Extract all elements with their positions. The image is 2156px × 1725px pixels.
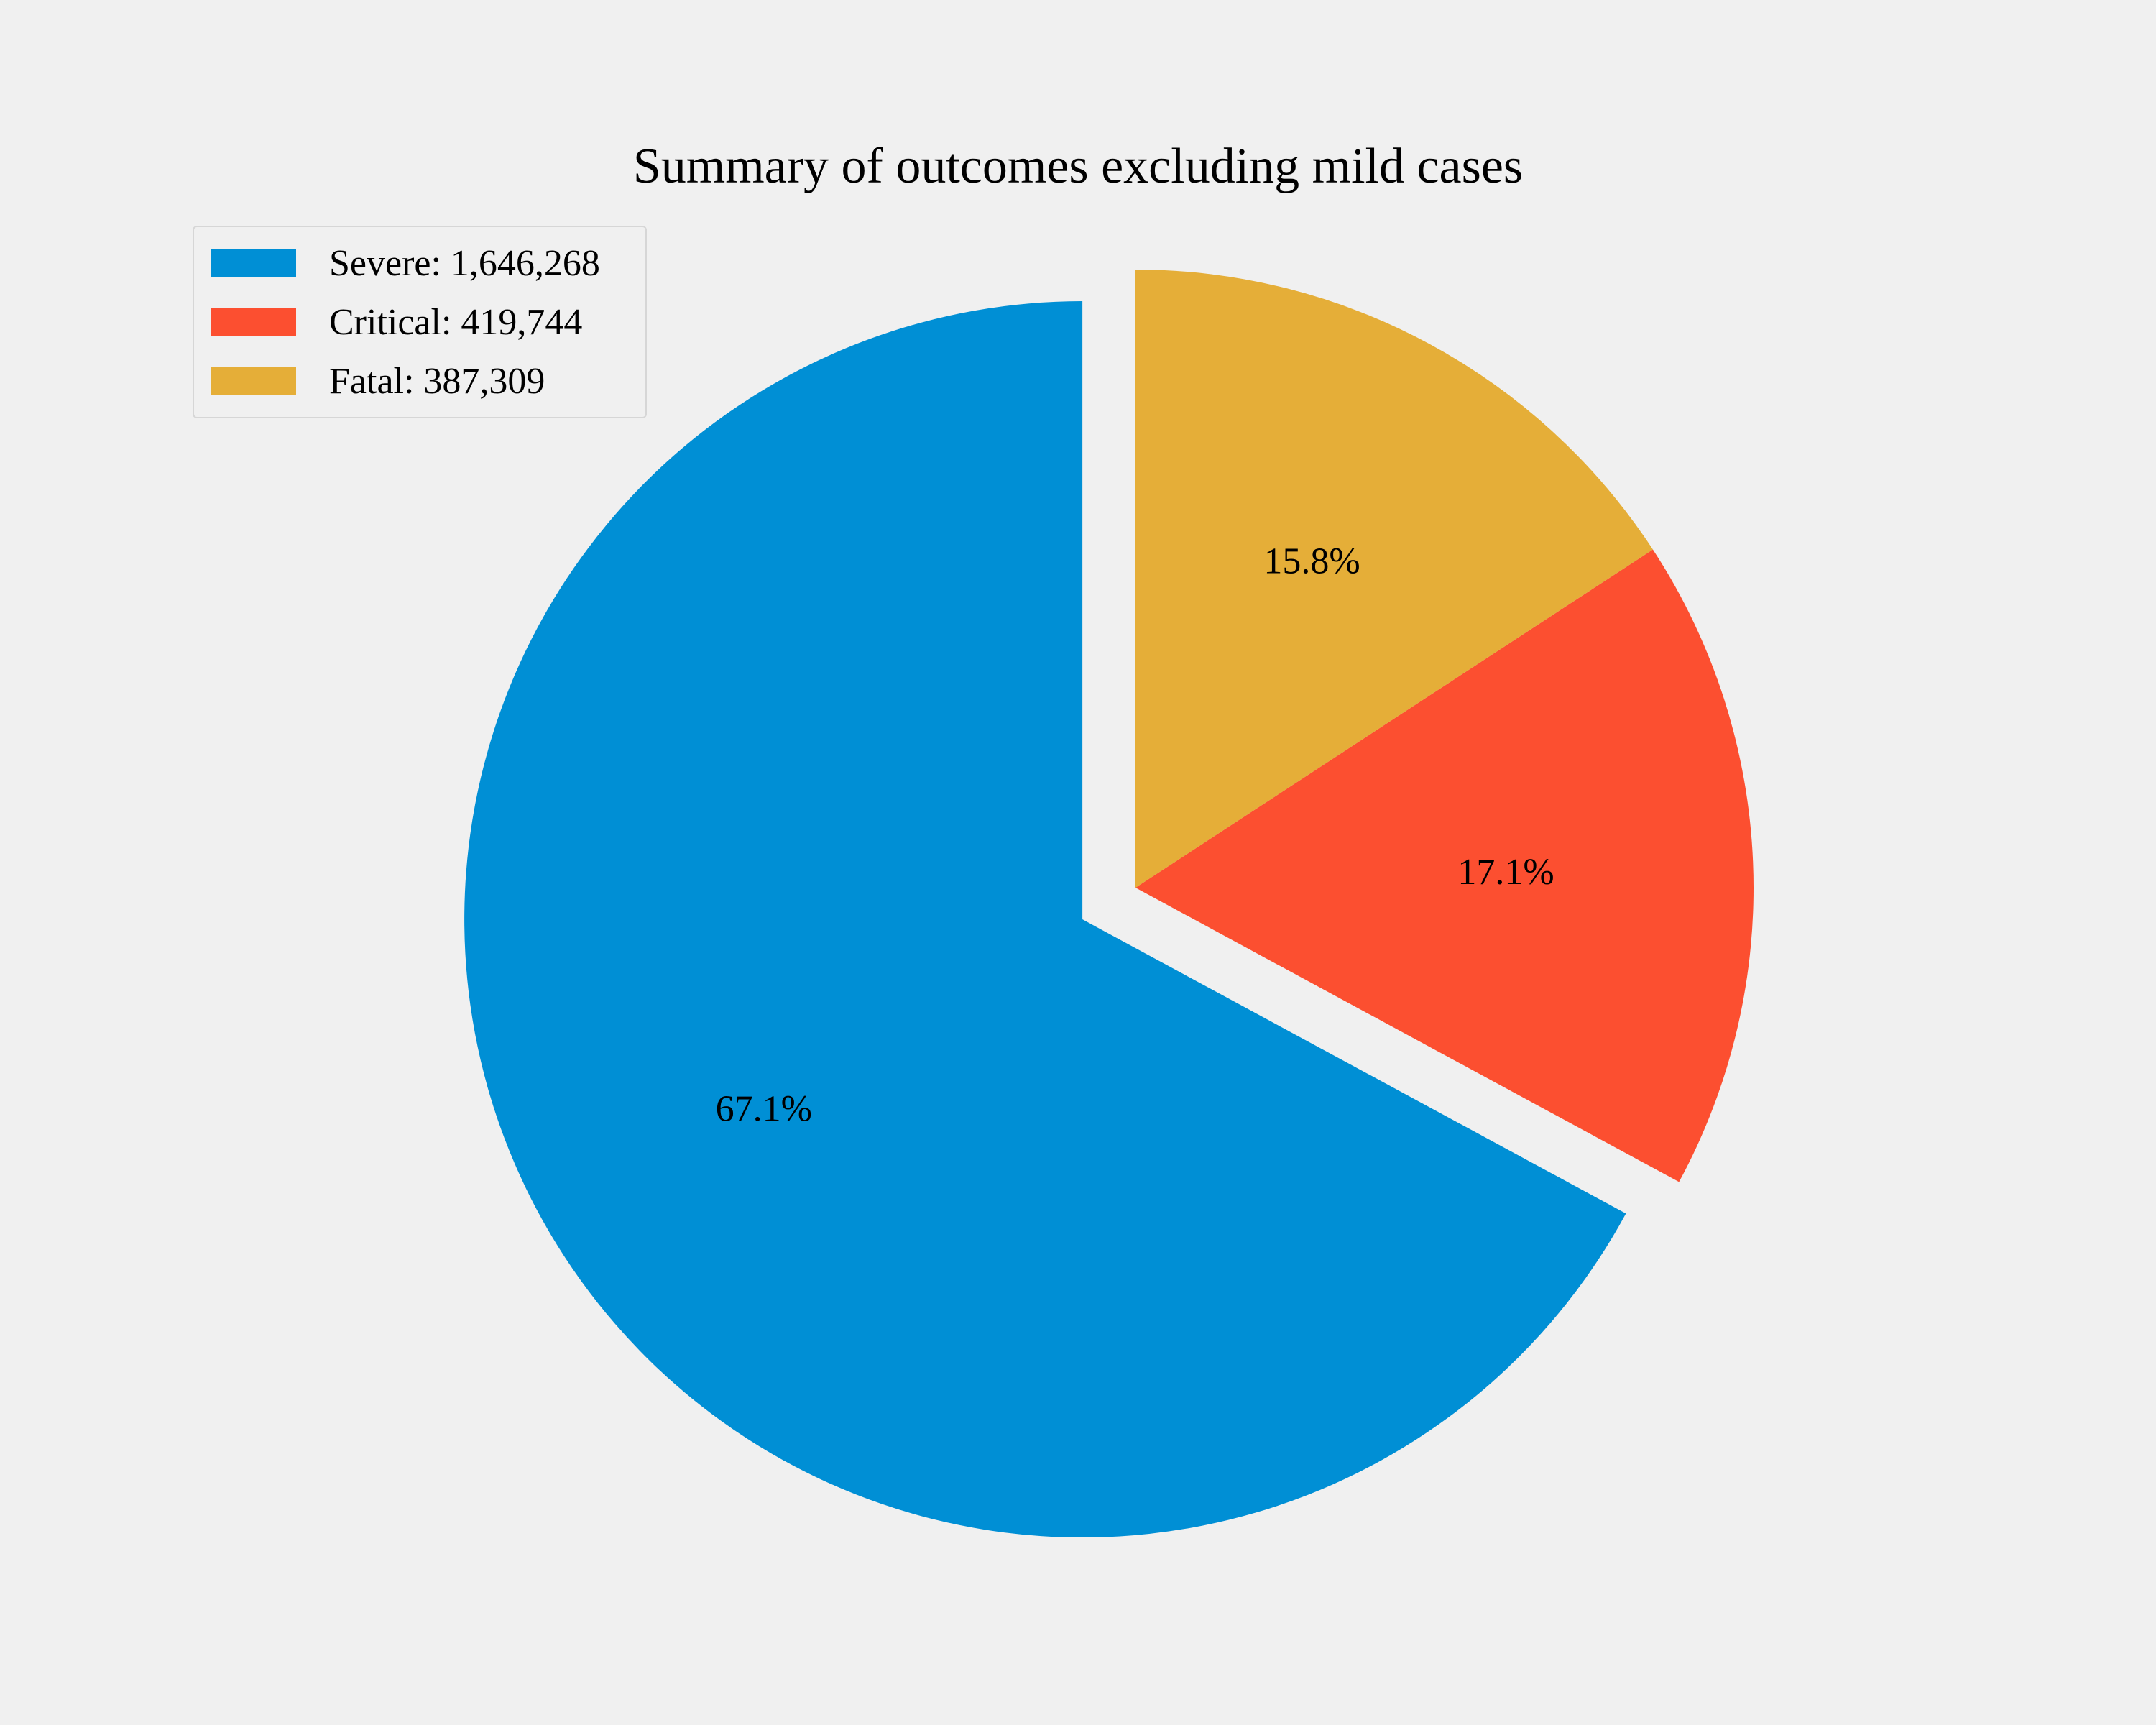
percent-labels: 67.1% 17.1% 15.8% — [716, 541, 1554, 1130]
legend: Severe: 1,646,268 Critical: 419,744 Fata… — [193, 226, 647, 418]
pie-slices — [464, 270, 1754, 1538]
legend-swatch-fatal — [211, 367, 296, 395]
pie-slice-fatal — [1135, 270, 1653, 888]
legend-item-critical: Critical: 419,744 — [211, 300, 582, 344]
percent-label-fatal: 15.8% — [1263, 541, 1360, 582]
legend-label-fatal: Fatal: 387,309 — [329, 360, 545, 402]
pie-slice-critical — [1135, 549, 1754, 1182]
legend-label-critical: Critical: 419,744 — [329, 301, 583, 343]
legend-item-fatal: Fatal: 387,309 — [211, 359, 545, 402]
pie-slice-severe — [464, 301, 1626, 1538]
percent-label-critical: 17.1% — [1457, 852, 1554, 893]
legend-item-severe: Severe: 1,646,268 — [211, 242, 600, 285]
chart-title: Summary of outcomes excluding mild cases — [632, 139, 1524, 194]
percent-label-severe: 67.1% — [716, 1089, 812, 1130]
legend-swatch-critical — [211, 308, 296, 336]
legend-label-severe: Severe: 1,646,268 — [329, 242, 600, 284]
legend-swatch-severe — [211, 249, 296, 277]
